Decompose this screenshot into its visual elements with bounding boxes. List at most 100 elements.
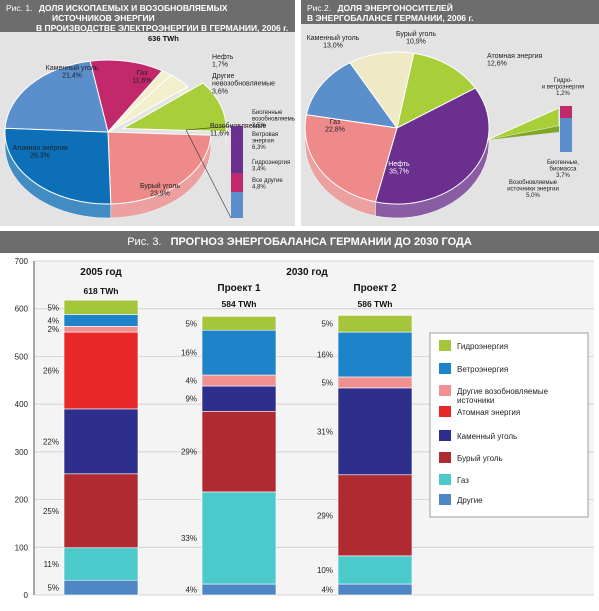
figure-1-label-бурый-уголь: Бурый уголь 23,9%: [140, 182, 180, 198]
legend-label-гидроэнергия: Гидроэнергия: [457, 342, 508, 351]
bar-3-бурый-уголь: [337, 474, 413, 557]
figure-1-title-line-1: ДОЛЯ ИСКОПАЕМЫХ И ВОЗОБНОВЛЯЕМЫХ: [38, 3, 228, 13]
bar-1-label-каменный-уголь: 22%: [43, 437, 59, 446]
bar-2-ветроэнергия: [201, 329, 277, 376]
bar-2-label-ветроэнергия: 16%: [181, 349, 197, 358]
bar-3-label-каменный-уголь: 31%: [317, 427, 333, 436]
bar-1-label-гидроэнергия: 5%: [47, 303, 59, 312]
bar-2-label-газ: 33%: [181, 534, 197, 543]
bar-1-label-ветроэнергия: 4%: [47, 316, 59, 325]
legend-swatch-атомная-энергия: [439, 406, 451, 417]
bar-3-label-другие: 4%: [321, 586, 333, 595]
figure-1-slice-другие-невозобновляемые: [107, 74, 189, 133]
figure-3-prefix: Рис. 3.: [127, 236, 162, 248]
legend-swatch-бурый-уголь: [439, 452, 451, 463]
bar-3-другие-возобновляемые-источники: [337, 376, 413, 389]
legend-label-газ: Газ: [457, 476, 469, 485]
figure-1-slice-газ: [89, 59, 164, 134]
y-tick-0: 0: [24, 591, 29, 600]
figure-2-label-нефть: Нефть 35,7%: [388, 161, 410, 176]
figure-2-breakdown-label-hydro-wind: Гидро-и ветроэнергия 1,2%: [542, 78, 585, 97]
bar-3-label-другие-возобновляемые-источники: 5%: [321, 378, 333, 387]
legend-swatch-другие: [439, 494, 451, 505]
figure-1-label-газ: Газ 11,6%: [132, 70, 151, 85]
figure-2-label-атомная-энергия: Атомная энергия 12,6%: [487, 53, 543, 68]
total-label-1: 618 TWh: [84, 286, 119, 296]
figure-3-title: ПРОГНОЗ ЭНЕРГОБАЛАНСА ГЕРМАНИИ ДО 2030 Г…: [170, 236, 472, 248]
figure-2-title-line-1: ДОЛЯ ЭНЕРГОНОСИТЕЛЕЙ: [337, 3, 453, 13]
bar-1-label-газ: 11%: [44, 560, 59, 569]
legend-swatch-газ: [439, 474, 451, 485]
bar-2-газ: [201, 491, 277, 585]
y-tick-400: 400: [15, 400, 29, 409]
figure-1-title-line-3: В ПРОИЗВОДСТВЕ ЭЛЕКТРОЭНЕРГИИ В ГЕРМАНИИ…: [36, 23, 289, 33]
figure-2-title-line-2: В ЭНЕРГОБАЛАНСЕ ГЕРМАНИИ, 2006 г.: [307, 13, 474, 23]
figure-3-header: Рис. 3. ПРОГНОЗ ЭНЕРГОБАЛАНСА ГЕРМАНИИ Д…: [0, 231, 599, 253]
y-tick-300: 300: [15, 448, 29, 457]
bar-1-другие-возобновляемые-источники: [63, 326, 139, 333]
bar-3-каменный-уголь: [337, 387, 413, 476]
total-label-2: 584 TWh: [222, 299, 257, 309]
bar-1-label-другие: 5%: [47, 584, 59, 593]
bar-2-label-другие-возобновляемые-источники: 4%: [185, 377, 197, 386]
figure-2-label-бурый-уголь: Бурый уголь 10,9%: [396, 30, 436, 46]
figure-2-slice-атомная-энергия: [396, 52, 477, 129]
figure-2-slice-бурый-уголь: [349, 51, 415, 130]
bar-3-газ: [337, 555, 413, 585]
y-tick-600: 600: [15, 305, 29, 314]
y-tick-700: 700: [15, 257, 29, 266]
bar-1-другие: [63, 579, 139, 596]
bar-1-бурый-уголь: [63, 473, 139, 549]
figure-2-slice-нефть: [374, 87, 490, 205]
bar-2-другие-возобновляемые-источники: [201, 374, 277, 387]
figure-1-slice-бурый-уголь: [107, 131, 212, 205]
figure-1-breakdown-все-другие: [231, 192, 243, 218]
figure-1-slice-каменный-уголь: [4, 60, 109, 133]
figure-1-breakdown-label-other: Все другие 4,8%: [252, 178, 283, 191]
y-tick-100: 100: [15, 543, 29, 552]
figure-2-prefix: Рис.2.: [307, 3, 332, 13]
figure-1-title-line-2: ИСТОЧНИКОВ ЭНЕРГИИ: [52, 13, 155, 23]
bar-3-гидроэнергия: [337, 315, 413, 333]
figure-2-label-каменный-уголь: Каменный уголь 13,0%: [307, 34, 360, 50]
legend-swatch-гидроэнергия: [439, 340, 451, 351]
bar-2-каменный-уголь: [201, 385, 277, 412]
category-label-2: Проект 1: [217, 283, 261, 294]
figure-1-header: Рис. 1. ДОЛЯ ИСКОПАЕМЫХ И ВОЗОБНОВЛЯЕМЫХ…: [0, 0, 295, 33]
figure-1-breakdown-биогенные-возобновляемые: [231, 126, 243, 140]
figure-1-total-label: 636 TWh: [148, 34, 179, 43]
legend-label-бурый-уголь: Бурый уголь: [457, 454, 503, 463]
figure-1-breakdown-ветровая-энергия: [231, 139, 243, 174]
legend-swatch-каменный-уголь: [439, 430, 451, 441]
figure-2-slice-renewables-side: [487, 126, 559, 140]
legend-label-ветроэнергия: Ветроэнергия: [457, 365, 508, 374]
bar-3-другие: [337, 583, 413, 596]
figure-1-prefix: Рис. 1.: [6, 3, 33, 13]
group-title-2030: 2030 год: [286, 267, 328, 278]
figure-2-label-газ: Газ 22,8%: [325, 119, 345, 134]
figure-2-panel: Рис.2. ДОЛЯ ЭНЕРГОНОСИТЕЛЕЙ В ЭНЕРГОБАЛА…: [301, 0, 599, 226]
legend-label-другие: Другие: [457, 496, 483, 505]
figure-1-label-другие-невозобновляемые: Другие невозобновляемые 3,6%: [212, 73, 275, 95]
figure-2-header: Рис.2. ДОЛЯ ЭНЕРГОНОСИТЕЛЕЙ В ЭНЕРГОБАЛА…: [301, 0, 599, 24]
figure-2-slice-каменный-уголь: [305, 62, 399, 129]
figure-1-breakdown-label-wind: Ветровая энергия 6,3%: [252, 132, 278, 151]
figure-1-panel: Рис. 1. ДОЛЯ ИСКОПАЕМЫХ И ВОЗОБНОВЛЯЕМЫХ…: [0, 0, 295, 226]
bar-3-ветроэнергия: [337, 331, 413, 378]
bar-1-ветроэнергия: [63, 314, 139, 327]
figure-2-slice-газ: [304, 114, 398, 203]
bar-1-label-бурый-уголь: 25%: [43, 507, 59, 516]
figure-1-label-каменный-уголь: Каменный уголь 21,4%: [46, 64, 99, 80]
total-label-3: 586 TWh: [358, 299, 393, 309]
bar-1-газ: [63, 547, 139, 581]
figure-2-breakdown-label-renewables: Возобновляемые источники энергии 5,0%: [507, 180, 559, 199]
figure-1-breakdown-label-bio: Биогенные возобновляемые 2,5%: [252, 110, 295, 129]
bar-3-label-гидроэнергия: 5%: [321, 320, 333, 329]
bar-1-label-атомная-энергия: 26%: [43, 367, 59, 376]
figure-2-breakdown-label-biomass: Биогенные, биомасса 3,7%: [547, 160, 579, 179]
bar-2-label-гидроэнергия: 5%: [185, 319, 197, 328]
bar-1-label-другие-возобновляемые-источники: 2%: [47, 325, 59, 334]
group-title-2005: 2005 год: [80, 267, 122, 278]
figure-1-connector-bottom: [185, 129, 232, 219]
bar-2-label-другие: 4%: [185, 586, 197, 595]
